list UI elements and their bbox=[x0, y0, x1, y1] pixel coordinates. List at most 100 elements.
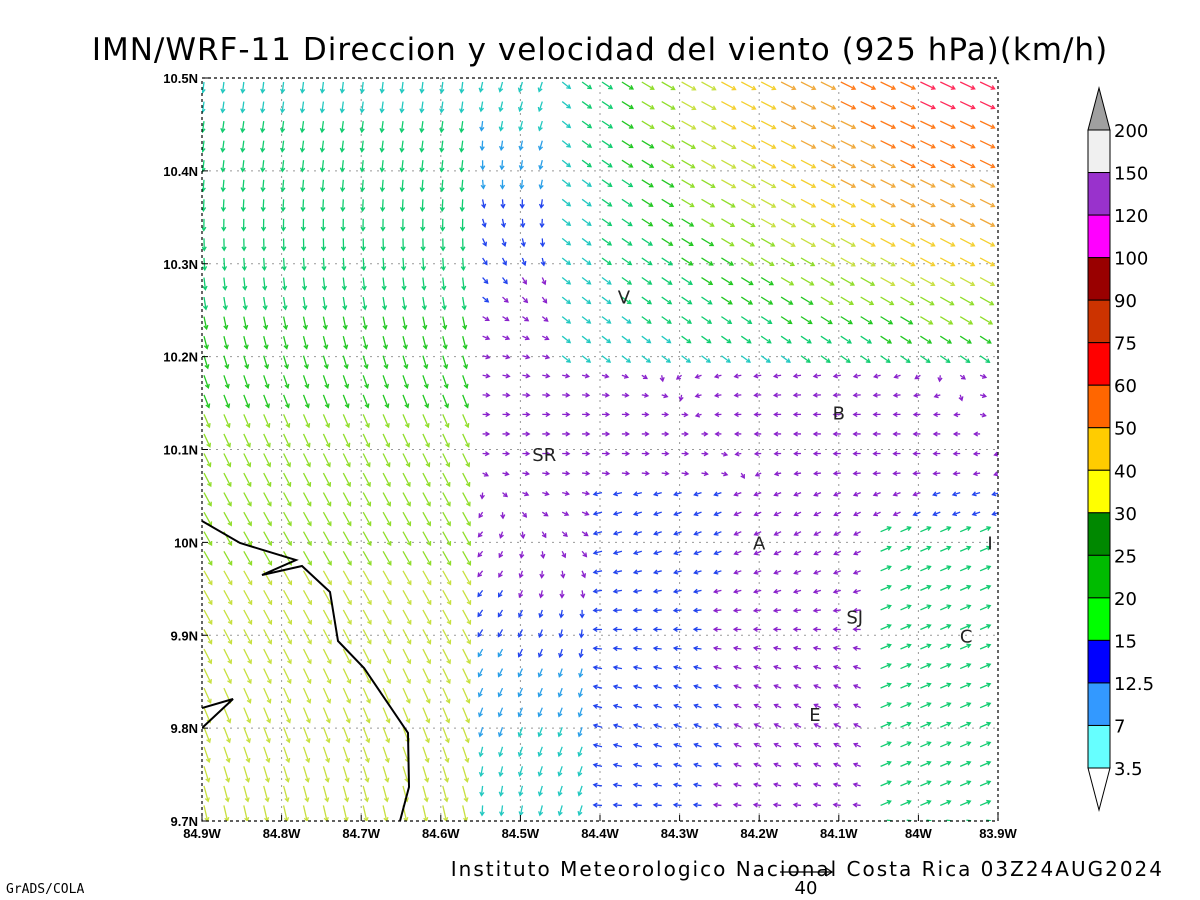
wind-arrow-head bbox=[426, 678, 431, 685]
wind-arrow bbox=[442, 316, 447, 330]
wind-arrow-head bbox=[870, 163, 877, 169]
wind-arrow-head bbox=[244, 837, 248, 841]
wind-arrow-head bbox=[346, 521, 352, 527]
wind-arrow bbox=[1000, 547, 1010, 551]
wind-arrow-head bbox=[518, 165, 524, 171]
wind-arrow-head bbox=[545, 411, 551, 418]
wind-arrow-head bbox=[524, 316, 530, 322]
wind-arrow-head bbox=[632, 684, 639, 690]
wind-arrow bbox=[979, 526, 991, 533]
wind-arrow-head bbox=[465, 698, 471, 704]
wind-arrow bbox=[304, 825, 307, 841]
wind-arrow bbox=[959, 780, 971, 787]
wind-arrow-head bbox=[714, 431, 720, 437]
wind-arrow-head bbox=[446, 521, 451, 527]
wind-arrow-head bbox=[538, 184, 544, 190]
wind-arrow bbox=[221, 81, 225, 93]
wind-arrow bbox=[740, 159, 756, 169]
wind-arrow bbox=[401, 179, 404, 192]
wind-arrow bbox=[322, 746, 330, 763]
wind-arrow-head bbox=[478, 107, 485, 113]
wind-arrow-head bbox=[557, 672, 563, 678]
wind-arrow bbox=[382, 511, 392, 526]
wind-arrow-head bbox=[445, 698, 451, 704]
wind-arrow bbox=[860, 140, 876, 149]
wind-arrow-head bbox=[751, 105, 757, 110]
wind-arrow-head bbox=[846, 338, 852, 344]
wind-arrow-head bbox=[852, 411, 858, 418]
wind-arrow bbox=[674, 743, 682, 748]
wind-arrow bbox=[223, 414, 230, 428]
wind-arrow bbox=[880, 780, 891, 787]
colorbar-label: 7 bbox=[1114, 716, 1125, 737]
wind-arrow-head bbox=[517, 632, 523, 638]
wind-arrow bbox=[223, 590, 233, 605]
wind-arrow-head bbox=[612, 762, 618, 768]
wind-arrow-head bbox=[812, 392, 818, 398]
wind-arrow-head bbox=[306, 718, 311, 724]
wind-arrow bbox=[558, 687, 563, 697]
wind-arrow bbox=[362, 707, 370, 723]
wind-arrow bbox=[940, 179, 955, 188]
wind-arrow-head bbox=[204, 383, 210, 390]
wind-arrow-head bbox=[592, 645, 598, 652]
wind-arrow-head bbox=[986, 799, 992, 805]
wind-arrow bbox=[940, 120, 956, 129]
wind-arrow-head bbox=[813, 684, 819, 689]
wind-arrow bbox=[462, 570, 471, 585]
wind-arrow-head bbox=[751, 183, 757, 189]
wind-arrow bbox=[283, 609, 292, 625]
wind-arrow bbox=[940, 761, 951, 767]
wind-arrow-head bbox=[652, 762, 659, 768]
wind-arrow-head bbox=[445, 442, 450, 448]
wind-arrow bbox=[621, 198, 633, 207]
x-tick-label: 84.1W bbox=[820, 826, 858, 841]
wind-arrow-head bbox=[966, 741, 972, 747]
wind-arrow bbox=[641, 276, 652, 285]
wind-arrow bbox=[593, 784, 603, 787]
wind-arrow bbox=[880, 218, 896, 227]
wind-arrow bbox=[540, 199, 543, 208]
wind-arrow-head bbox=[303, 344, 309, 350]
wind-arrow-head bbox=[241, 226, 247, 232]
wind-arrow-head bbox=[477, 532, 483, 538]
wind-arrow-head bbox=[728, 261, 735, 266]
wind-arrow bbox=[780, 100, 796, 110]
wind-arrow-head bbox=[952, 451, 958, 457]
wind-arrow-head bbox=[766, 338, 772, 344]
wind-arrow-head bbox=[933, 393, 939, 399]
wind-arrow bbox=[959, 565, 971, 572]
wind-arrow bbox=[900, 140, 916, 149]
wind-arrow bbox=[462, 492, 471, 506]
wind-arrow bbox=[940, 81, 956, 90]
wind-arrow-head bbox=[930, 85, 937, 90]
wind-arrow bbox=[579, 668, 583, 678]
wind-arrow-head bbox=[932, 470, 938, 477]
wind-arrow-head bbox=[646, 338, 652, 344]
wind-arrow bbox=[460, 101, 464, 113]
wind-arrow-head bbox=[359, 88, 365, 94]
wind-arrow-head bbox=[592, 491, 598, 497]
wind-arrow-head bbox=[281, 266, 287, 272]
wind-arrow-head bbox=[670, 144, 676, 149]
wind-arrow bbox=[633, 704, 642, 709]
wind-arrow bbox=[593, 589, 603, 593]
wind-arrow-head bbox=[401, 285, 407, 291]
wind-arrow-head bbox=[519, 203, 525, 209]
wind-arrow bbox=[422, 550, 432, 566]
wind-arrow bbox=[322, 648, 332, 664]
wind-arrow bbox=[442, 550, 452, 566]
wind-arrow-head bbox=[517, 672, 523, 678]
wind-arrow bbox=[342, 727, 350, 743]
wind-arrow bbox=[243, 492, 252, 506]
colorbar-swatch bbox=[1087, 597, 1111, 641]
wind-arrow-head bbox=[890, 261, 896, 267]
wind-arrow-head bbox=[266, 718, 272, 724]
wind-arrow-head bbox=[870, 183, 877, 188]
wind-arrow bbox=[302, 394, 310, 408]
wind-arrow bbox=[263, 336, 268, 349]
wind-arrow-head bbox=[477, 632, 483, 638]
wind-arrow-head bbox=[969, 300, 975, 306]
wind-arrow-head bbox=[686, 338, 692, 344]
wind-arrow-head bbox=[525, 411, 531, 418]
